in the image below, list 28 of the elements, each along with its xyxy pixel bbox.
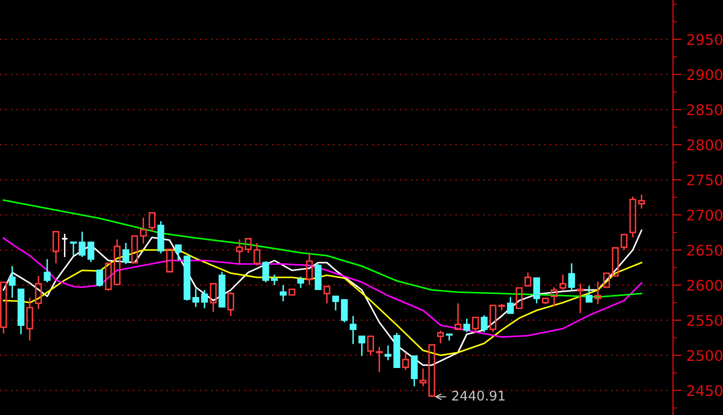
candlestick: [280, 284, 287, 302]
candlestick: [594, 280, 602, 305]
y-tick-label: 2950: [687, 34, 722, 46]
candlestick: [576, 282, 584, 314]
candlestick: [192, 288, 200, 308]
candlestick: [26, 297, 34, 342]
y-tick-label: 2550: [687, 314, 722, 326]
candlestick: [297, 276, 304, 289]
y-tick-label: 2650: [687, 244, 722, 256]
candlestick: [568, 262, 576, 292]
y-tick-label: 2750: [687, 174, 722, 186]
line-series: [2, 199, 642, 298]
candlestick: [384, 344, 392, 361]
y-tick-label: 2800: [687, 139, 722, 150]
candlestick: [350, 315, 357, 345]
y-tick-label: 2850: [687, 104, 722, 116]
y-tick-label: 2600: [687, 280, 722, 291]
y-tick-label: 2900: [687, 69, 722, 80]
candlestick: [550, 286, 558, 307]
candlestick: [306, 252, 313, 286]
y-tick-label: 2450: [687, 385, 722, 396]
y-tick-label: 2700: [687, 210, 722, 221]
line-series: [2, 230, 642, 366]
candlestick: [140, 216, 147, 244]
line-series: [2, 237, 642, 338]
annotation: 2440.91: [452, 390, 505, 401]
candlestick: [8, 265, 16, 298]
y-tick-label: 2500: [687, 350, 722, 362]
